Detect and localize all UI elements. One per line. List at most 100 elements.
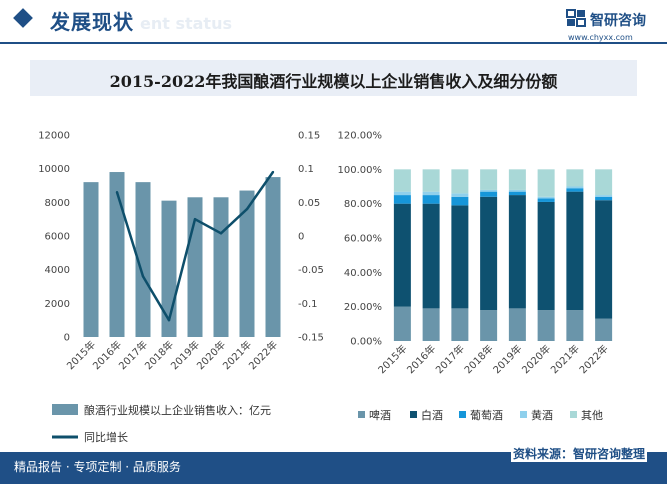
growth-point bbox=[219, 232, 223, 235]
logo-url: www.chyxx.com bbox=[568, 33, 633, 42]
legend-swatch-share bbox=[570, 411, 577, 418]
y2-axis-tick-label: -0.05 bbox=[298, 265, 324, 276]
y-axis-tick-label: 12000 bbox=[38, 131, 70, 142]
y-axis-tick-label: 8000 bbox=[45, 198, 70, 209]
header-divider bbox=[0, 42, 667, 44]
y-axis-tick-label: 100.00% bbox=[338, 165, 383, 176]
legend-label-share: 其他 bbox=[581, 409, 603, 422]
logo-text: 智研咨询 bbox=[590, 13, 646, 29]
share-bar-segment bbox=[422, 169, 440, 192]
share-bar-segment bbox=[480, 169, 498, 190]
legend-label-growth: 同比增长 bbox=[84, 430, 128, 444]
growth-point bbox=[245, 207, 249, 211]
y2-axis-tick-label: 0 bbox=[298, 232, 304, 243]
y-axis-tick-label: 20.00% bbox=[344, 302, 382, 313]
share-bar-segment bbox=[537, 196, 555, 199]
y-axis-tick-label: 120.00% bbox=[338, 131, 383, 142]
x-axis-tick-label: 2017年 bbox=[433, 342, 467, 376]
growth-point bbox=[193, 217, 197, 221]
legend-label-share: 啤酒 bbox=[369, 408, 391, 422]
growth-point bbox=[167, 318, 171, 322]
y2-axis-tick-label: 0.15 bbox=[298, 131, 320, 142]
share-bar-segment bbox=[508, 195, 526, 309]
header-band bbox=[0, 0, 667, 46]
legend-label-share: 白酒 bbox=[421, 408, 443, 422]
share-bar-segment bbox=[480, 310, 498, 341]
revenue-bar bbox=[213, 197, 229, 337]
share-bar-segment bbox=[566, 188, 584, 192]
y2-axis-tick-label: -0.1 bbox=[298, 299, 318, 310]
share-bar-segment bbox=[393, 195, 411, 204]
y2-axis-tick-label: -0.15 bbox=[298, 333, 324, 344]
x-axis-tick-label: 2019年 bbox=[490, 342, 524, 376]
logo-icon bbox=[566, 9, 586, 27]
chart-title: 2015-2022年我国酿酒行业规模以上企业销售收入及细分份额 bbox=[109, 72, 558, 91]
share-bar-segment bbox=[393, 203, 411, 307]
growth-point bbox=[141, 275, 145, 278]
legend-swatch-share bbox=[410, 411, 417, 418]
share-bar-segment bbox=[422, 203, 440, 309]
share-bar-segment bbox=[393, 306, 411, 341]
legend-swatch-revenue bbox=[52, 404, 78, 415]
share-bar-segment bbox=[422, 195, 440, 204]
share-bar-segment bbox=[393, 191, 411, 196]
legend-swatch-share bbox=[520, 411, 527, 418]
section-title-en: ent status bbox=[140, 14, 232, 33]
y-axis-tick-label: 4000 bbox=[45, 265, 70, 276]
share-bar-segment bbox=[537, 201, 555, 311]
share-bar-segment bbox=[595, 195, 613, 197]
share-bar-segment bbox=[451, 169, 469, 194]
share-bar-segment bbox=[480, 191, 498, 197]
share-bar-segment bbox=[451, 193, 469, 197]
share-bar-segment bbox=[566, 191, 584, 311]
legend-swatch-share bbox=[459, 411, 466, 418]
y-axis-tick-label: 2000 bbox=[45, 299, 70, 310]
legend-label-share: 黄酒 bbox=[531, 408, 553, 422]
share-bar-segment bbox=[480, 196, 498, 311]
y-axis-tick-label: 80.00% bbox=[344, 199, 382, 210]
y-axis-tick-label: 60.00% bbox=[344, 234, 382, 245]
y2-axis-tick-label: 0.05 bbox=[298, 198, 320, 209]
share-bar-segment bbox=[595, 318, 613, 341]
share-bar-segment bbox=[508, 189, 526, 192]
share-bar-segment bbox=[537, 198, 555, 202]
share-bar-segment bbox=[451, 196, 469, 206]
share-bar-segment bbox=[508, 191, 526, 196]
revenue-bar bbox=[265, 177, 281, 337]
share-bar-segment bbox=[508, 308, 526, 341]
source-note: 资料来源：智研咨询整理 bbox=[510, 445, 647, 462]
x-axis-tick-label: 2016年 bbox=[404, 342, 438, 376]
x-axis-tick-label: 2022年 bbox=[246, 338, 280, 372]
revenue-bar bbox=[109, 172, 125, 337]
footer-tagline: 精品报告 · 专项定制 · 品质服务 bbox=[14, 460, 181, 474]
revenue-bar bbox=[83, 182, 99, 337]
share-bar-segment bbox=[422, 191, 440, 196]
revenue-bar bbox=[239, 190, 255, 337]
y-axis-tick-label: 40.00% bbox=[344, 268, 382, 279]
section-title: 发展现状 bbox=[50, 10, 134, 34]
share-bar-segment bbox=[537, 310, 555, 341]
y-axis-tick-label: 0 bbox=[64, 333, 70, 344]
share-bar-segment bbox=[480, 189, 498, 192]
share-bar-segment bbox=[451, 205, 469, 309]
share-bar-segment bbox=[393, 169, 411, 192]
share-bar-segment bbox=[566, 169, 584, 187]
share-bar-segment bbox=[537, 169, 555, 197]
legend-label-share: 葡萄酒 bbox=[470, 409, 503, 422]
share-bar-segment bbox=[422, 308, 440, 341]
growth-point bbox=[271, 170, 275, 174]
y-axis-tick-label: 10000 bbox=[38, 164, 70, 175]
x-axis-tick-label: 2021年 bbox=[548, 342, 582, 376]
share-bar-segment bbox=[508, 169, 526, 190]
x-axis-tick-label: 2022年 bbox=[576, 342, 610, 376]
y-axis-tick-label: 6000 bbox=[45, 232, 70, 243]
y2-axis-tick-label: 0.1 bbox=[298, 164, 314, 175]
revenue-bar bbox=[135, 182, 151, 337]
share-bar-segment bbox=[451, 308, 469, 341]
share-bar-segment bbox=[595, 196, 613, 201]
y-axis-tick-label: 0.00% bbox=[350, 337, 382, 348]
legend-label-revenue: 酿酒行业规模以上企业销售收入：亿元 bbox=[84, 403, 271, 417]
share-bar-segment bbox=[595, 200, 613, 319]
